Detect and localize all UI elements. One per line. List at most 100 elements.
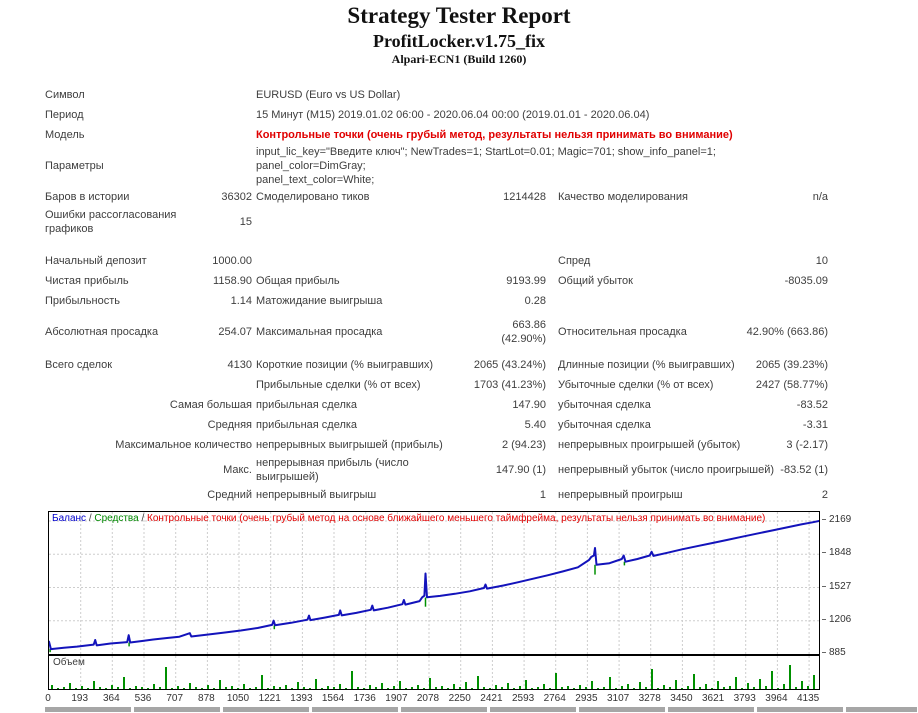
- x-axis-label: 1050: [226, 693, 250, 704]
- volume-bar: [381, 683, 383, 689]
- summary-label: Период: [45, 109, 84, 121]
- summary-value: 2065 (43.24%): [473, 359, 546, 371]
- volume-bar: [405, 688, 407, 689]
- volume-bar: [249, 688, 251, 689]
- volume-bar: [681, 688, 683, 689]
- volume-bar: [261, 675, 263, 689]
- summary-cell: Смоделировано тиков 1214428: [256, 190, 546, 204]
- summary-row: Всего сделок 4130 Короткие позиции (% выиг…: [45, 355, 828, 375]
- volume-bar: [627, 684, 629, 689]
- volume-bar: [387, 688, 389, 689]
- volume-bar: [567, 686, 569, 689]
- server-build: Alpari-ECN1 (Build 1260): [391, 52, 527, 66]
- volume-bar: [285, 685, 287, 689]
- summary-label: прибыльная сделка: [256, 399, 358, 411]
- summary-label: Относительная просадка: [558, 326, 687, 338]
- summary-cell: непрерывный убыток (число проигрышей) -83…: [558, 463, 828, 477]
- summary-cell: Относительная просадка 42.90% (663.86): [558, 325, 828, 339]
- x-axis-label: 0: [45, 693, 51, 704]
- volume-bar: [453, 684, 455, 689]
- report-title: Strategy Tester Report: [347, 3, 571, 28]
- summary-cell: Период: [45, 108, 252, 122]
- summary-label: Смоделировано тиков: [256, 191, 370, 203]
- x-axis-label: 364: [102, 693, 120, 704]
- volume-bar: [273, 686, 275, 689]
- x-axis-label: 2250: [448, 693, 471, 704]
- summary-cell: Спред 10: [558, 254, 828, 268]
- summary-value: -83.52: [796, 399, 828, 411]
- summary-value: 1: [539, 489, 546, 501]
- volume-bar: [327, 686, 329, 689]
- summary-value: 42.90% (663.86): [746, 326, 828, 338]
- volume-bar: [417, 685, 419, 689]
- summary-cell: убыточная сделка -3.31: [558, 418, 828, 432]
- volume-bar: [99, 687, 101, 689]
- x-axis-label: 1393: [290, 693, 313, 704]
- summary-value: 1703 (41.23%): [473, 379, 546, 391]
- volume-bars-plot: [51, 656, 815, 689]
- volume-bar: [165, 667, 167, 689]
- summary-label: Баров в истории: [45, 191, 130, 203]
- legend-separator: /: [138, 513, 148, 524]
- summary-row: Средний непрерывный выигрыш 1 непрерывный п…: [45, 485, 828, 505]
- summary-label: Качество моделирования: [558, 191, 688, 203]
- volume-bar: [591, 681, 593, 689]
- summary-cell: Параметры: [45, 159, 252, 173]
- volume-bar: [717, 681, 719, 689]
- volume-bar: [507, 683, 509, 689]
- summary-cell: непрерывных проигрышей (убыток) 3 (-2.17): [558, 438, 828, 452]
- volume-bar: [411, 687, 413, 689]
- x-axis-label: 2764: [543, 693, 566, 704]
- summary-label: прибыльная сделка: [256, 419, 358, 431]
- summary-value: 2427 (58.77%): [755, 379, 828, 391]
- summary-label: Абсолютная просадка: [45, 326, 159, 338]
- volume-bar: [159, 687, 161, 689]
- volume-bar: [495, 685, 497, 689]
- volume-bar: [351, 671, 353, 689]
- summary-cell: Убыточные сделки (% от всех) 2427 (58.77%…: [558, 378, 828, 392]
- summary-label: Общая прибыль: [256, 275, 340, 287]
- volume-bar: [447, 688, 449, 689]
- summary-value: 1000.00: [212, 255, 252, 267]
- volume-bar: [291, 688, 293, 689]
- volume-bar: [687, 686, 689, 689]
- volume-bar: [795, 687, 797, 689]
- x-axis-label: 2593: [511, 693, 535, 704]
- summary-value: n/a: [812, 191, 828, 203]
- volume-bar: [603, 687, 605, 689]
- volume-bar: [783, 684, 785, 689]
- summary-value-wide: Контрольные точки (очень грубый метод, р…: [256, 129, 733, 141]
- volume-bar: [255, 687, 257, 689]
- summary-cell: Прибыльные сделки (% от всех) 1703 (41.23…: [256, 378, 546, 392]
- summary-label: Самая большая: [169, 399, 252, 411]
- summary-value-wide: EURUSD (Euro vs US Dollar): [256, 89, 401, 101]
- volume-bar: [219, 680, 221, 689]
- summary-value-wide: input_lic_key="Введите ключ"; NewTrades=…: [256, 146, 716, 186]
- volume-bar: [315, 679, 317, 689]
- summary-row: Абсолютная просадка 254.07 Максимальная пр…: [45, 317, 828, 347]
- summary-label: непрерывных проигрышей (убыток): [558, 439, 741, 451]
- volume-bar: [123, 677, 125, 689]
- summary-label: Макс.: [223, 464, 252, 476]
- summary-row: Самая большая прибыльная сделка 147.90 убыт…: [45, 395, 828, 415]
- volume-bar: [429, 678, 431, 689]
- volume-bar: [237, 688, 239, 689]
- summary-value: 2065 (39.23%): [755, 359, 828, 371]
- summary-label: непрерывная прибыль (число выигрышей): [256, 457, 409, 483]
- x-axis-label: 2421: [480, 693, 503, 704]
- summary-cell: Общий убыток -8035.09: [558, 274, 828, 288]
- volume-bar: [279, 687, 281, 689]
- volume-bar: [207, 685, 209, 689]
- volume-bar: [633, 688, 635, 689]
- y-axis-label: 1848: [822, 547, 851, 558]
- summary-value: 5.40: [524, 419, 546, 431]
- volume-bar: [213, 688, 215, 689]
- volume-bar: [225, 687, 227, 689]
- volume-bar: [171, 688, 173, 689]
- summary-value: 9193.99: [506, 275, 546, 287]
- volume-bar: [753, 687, 755, 689]
- summary-label: Матожидание выигрыша: [256, 295, 383, 307]
- volume-bar: [585, 687, 587, 689]
- summary-cell: прибыльная сделка 147.90: [256, 398, 546, 412]
- volume-bar: [423, 688, 425, 689]
